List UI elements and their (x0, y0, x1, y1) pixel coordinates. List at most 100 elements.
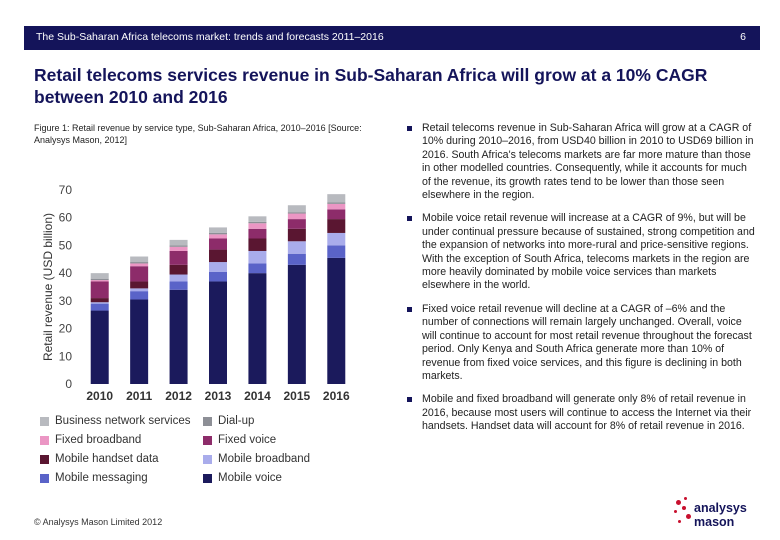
bullet-square-icon (406, 396, 414, 404)
logo-text-line1: analysys (694, 501, 747, 515)
legend-item: Fixed broadband (40, 433, 203, 447)
bar-segment (90, 302, 109, 304)
y-tick-label: 0 (65, 377, 72, 391)
y-tick-label: 60 (59, 211, 73, 225)
bar-segment (248, 273, 267, 384)
bar-segment (169, 274, 188, 282)
bullet-text: Mobile and fixed broadband will generate… (422, 393, 752, 433)
header-bar: The Sub-Saharan Africa telecoms market: … (24, 26, 760, 50)
bar-segment (248, 250, 267, 264)
bar-segment (327, 203, 346, 210)
bullet-text: Retail telecoms revenue in Sub-Saharan A… (422, 122, 754, 202)
bar-segment (130, 281, 149, 289)
legend-swatch (203, 435, 212, 445)
legend-item: Mobile voice (203, 471, 353, 485)
bar-segment (90, 278, 109, 281)
bar-segment (209, 262, 227, 272)
bar-segment (327, 245, 346, 258)
bar-segment (248, 221, 267, 224)
bar-segment (248, 263, 267, 274)
bar-segment (209, 249, 227, 263)
bar-segment (209, 232, 227, 235)
y-tick-label: 50 (59, 238, 73, 252)
bar-segment (130, 266, 149, 282)
bar-segment (169, 289, 188, 384)
bar-segment (90, 273, 109, 279)
logo-dot (674, 510, 677, 513)
bullet-item: Fixed voice retail revenue will decline … (406, 303, 758, 383)
x-tick-label: 2013 (205, 389, 232, 403)
bar-segment (169, 245, 188, 247)
bar-segment (248, 223, 267, 229)
bullet-square-icon (406, 306, 414, 314)
bar-segment (90, 280, 109, 282)
bar-segment (287, 253, 306, 265)
bullet-item: Mobile voice retail revenue will increas… (406, 212, 758, 292)
bar-segment (287, 228, 306, 242)
legend-label: Mobile voice (218, 472, 282, 484)
bar-segment (169, 239, 188, 246)
bar-segment (327, 209, 346, 220)
legend-label: Business network services (55, 415, 191, 427)
legend-item: Mobile broadband (203, 452, 353, 466)
logo-dot (682, 506, 686, 510)
bar-segment (287, 212, 306, 214)
y-tick-label: 20 (59, 322, 73, 336)
logo-dot (686, 514, 691, 519)
chart-legend: Business network services Dial-up Fixed br… (40, 414, 370, 485)
bar-segment (327, 257, 346, 384)
header-title: The Sub-Saharan Africa telecoms market: … (36, 31, 384, 43)
stacked-bar-chart: Retail revenue (USD billion) 0 10 20 30 40 50 6… (41, 183, 350, 403)
legend-swatch (40, 435, 49, 445)
logo-dot (684, 497, 687, 500)
bar-segment (327, 202, 346, 204)
bar-segment (248, 238, 267, 251)
bar-segment (90, 310, 109, 384)
bar-segment (287, 264, 306, 384)
legend-swatch (40, 416, 49, 426)
legend-item: Mobile messaging (40, 471, 203, 485)
bar-segment (169, 250, 188, 265)
bar-segment (169, 281, 188, 290)
bar-segment (327, 232, 346, 246)
bar-segment (130, 256, 149, 263)
bullet-text: Mobile voice retail revenue will increas… (422, 212, 755, 292)
legend-label: Fixed broadband (55, 434, 142, 446)
y-axis-title: Retail revenue (USD billion) (41, 213, 55, 361)
bar-segment (130, 288, 149, 292)
figure-caption: Figure 1: Retail revenue by service type… (34, 123, 362, 145)
bar-segment (169, 246, 188, 251)
bar-segment (130, 263, 149, 267)
legend-label: Mobile handset data (55, 453, 159, 465)
bar-segment (209, 271, 227, 282)
x-tick-label: 2016 (323, 389, 350, 403)
bar-segment (327, 219, 346, 233)
slide-title: Retail telecoms services revenue in Sub-… (34, 65, 708, 107)
bullet-square-icon (406, 215, 414, 223)
legend-item: Fixed voice (203, 433, 353, 447)
x-tick-label: 2011 (126, 389, 152, 403)
bar-segment (209, 238, 227, 250)
bullet-item: Mobile and fixed broadband will generate… (406, 393, 758, 433)
legend-label: Mobile messaging (55, 472, 148, 484)
bar-segment (287, 241, 306, 254)
y-tick-label: 70 (59, 183, 73, 197)
legend-swatch (40, 454, 49, 464)
legend-item: Business network services (40, 414, 203, 428)
x-tick-label: 2015 (284, 389, 311, 403)
x-tick-label: 2014 (244, 389, 271, 403)
bar-segment (90, 281, 109, 299)
legend-swatch (40, 473, 49, 483)
bullet-item: Retail telecoms revenue in Sub-Saharan A… (406, 122, 758, 202)
bar-segment (169, 264, 188, 275)
legend-item: Mobile handset data (40, 452, 203, 466)
y-tick-label: 10 (59, 349, 73, 363)
y-tick-label: 40 (59, 266, 73, 280)
bar-segment (209, 281, 227, 384)
logo-dot (678, 520, 681, 523)
bar-segment (287, 213, 306, 220)
bar-segment (327, 194, 346, 203)
bar-segment (130, 262, 149, 264)
legend-label: Dial-up (218, 415, 255, 427)
x-tick-label: 2012 (165, 389, 192, 403)
